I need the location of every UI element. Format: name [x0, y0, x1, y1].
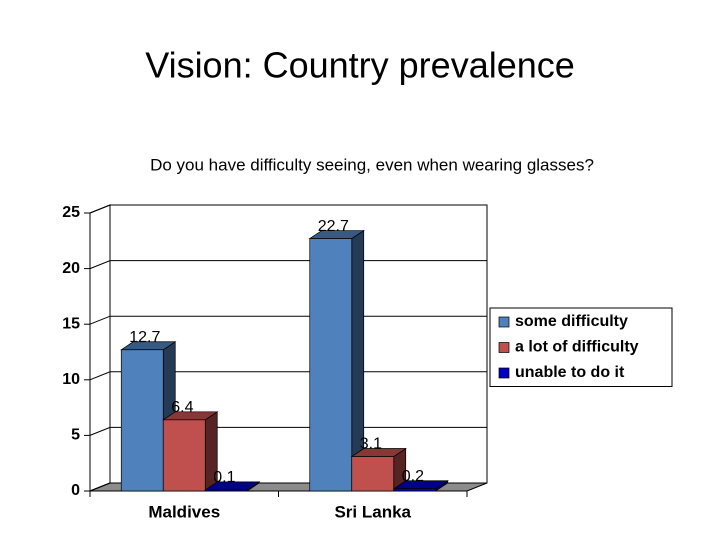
legend-swatch — [498, 316, 510, 328]
chart-title: Vision: Country prevalence — [145, 45, 575, 86]
value-label: 22.7 — [318, 218, 349, 235]
y-tick-label: 25 — [62, 204, 80, 221]
y-tick-label: 20 — [62, 260, 80, 277]
side-wall — [89, 204, 111, 492]
y-tick-label: 0 — [71, 482, 80, 499]
y-tick-label: 5 — [71, 427, 80, 444]
bar — [393, 488, 437, 492]
value-label: 6.4 — [171, 399, 193, 416]
grid-line — [89, 204, 487, 214]
legend-label: some difficulty — [515, 313, 628, 330]
bar — [309, 238, 353, 492]
legend-swatch — [498, 367, 510, 379]
bar — [351, 456, 395, 492]
bar — [120, 349, 164, 492]
y-tick-label: 10 — [62, 371, 80, 388]
legend-label: unable to do it — [515, 364, 625, 381]
value-label: 0.2 — [402, 468, 424, 485]
legend-label: a lot of difficulty — [515, 339, 639, 356]
bar — [204, 489, 248, 492]
bar — [162, 419, 206, 492]
x-tick-label: Sri Lanka — [334, 502, 411, 521]
legend-box — [489, 307, 673, 387]
legend-swatch — [498, 342, 510, 353]
value-label: 3.1 — [360, 436, 382, 453]
chart-subtitle: Do you have difficulty seeing, even when… — [150, 155, 594, 174]
y-tick-label: 15 — [62, 315, 80, 332]
value-label: 0.1 — [213, 469, 235, 486]
x-tick-label: Maldives — [148, 502, 220, 521]
value-label: 12.7 — [129, 329, 160, 346]
